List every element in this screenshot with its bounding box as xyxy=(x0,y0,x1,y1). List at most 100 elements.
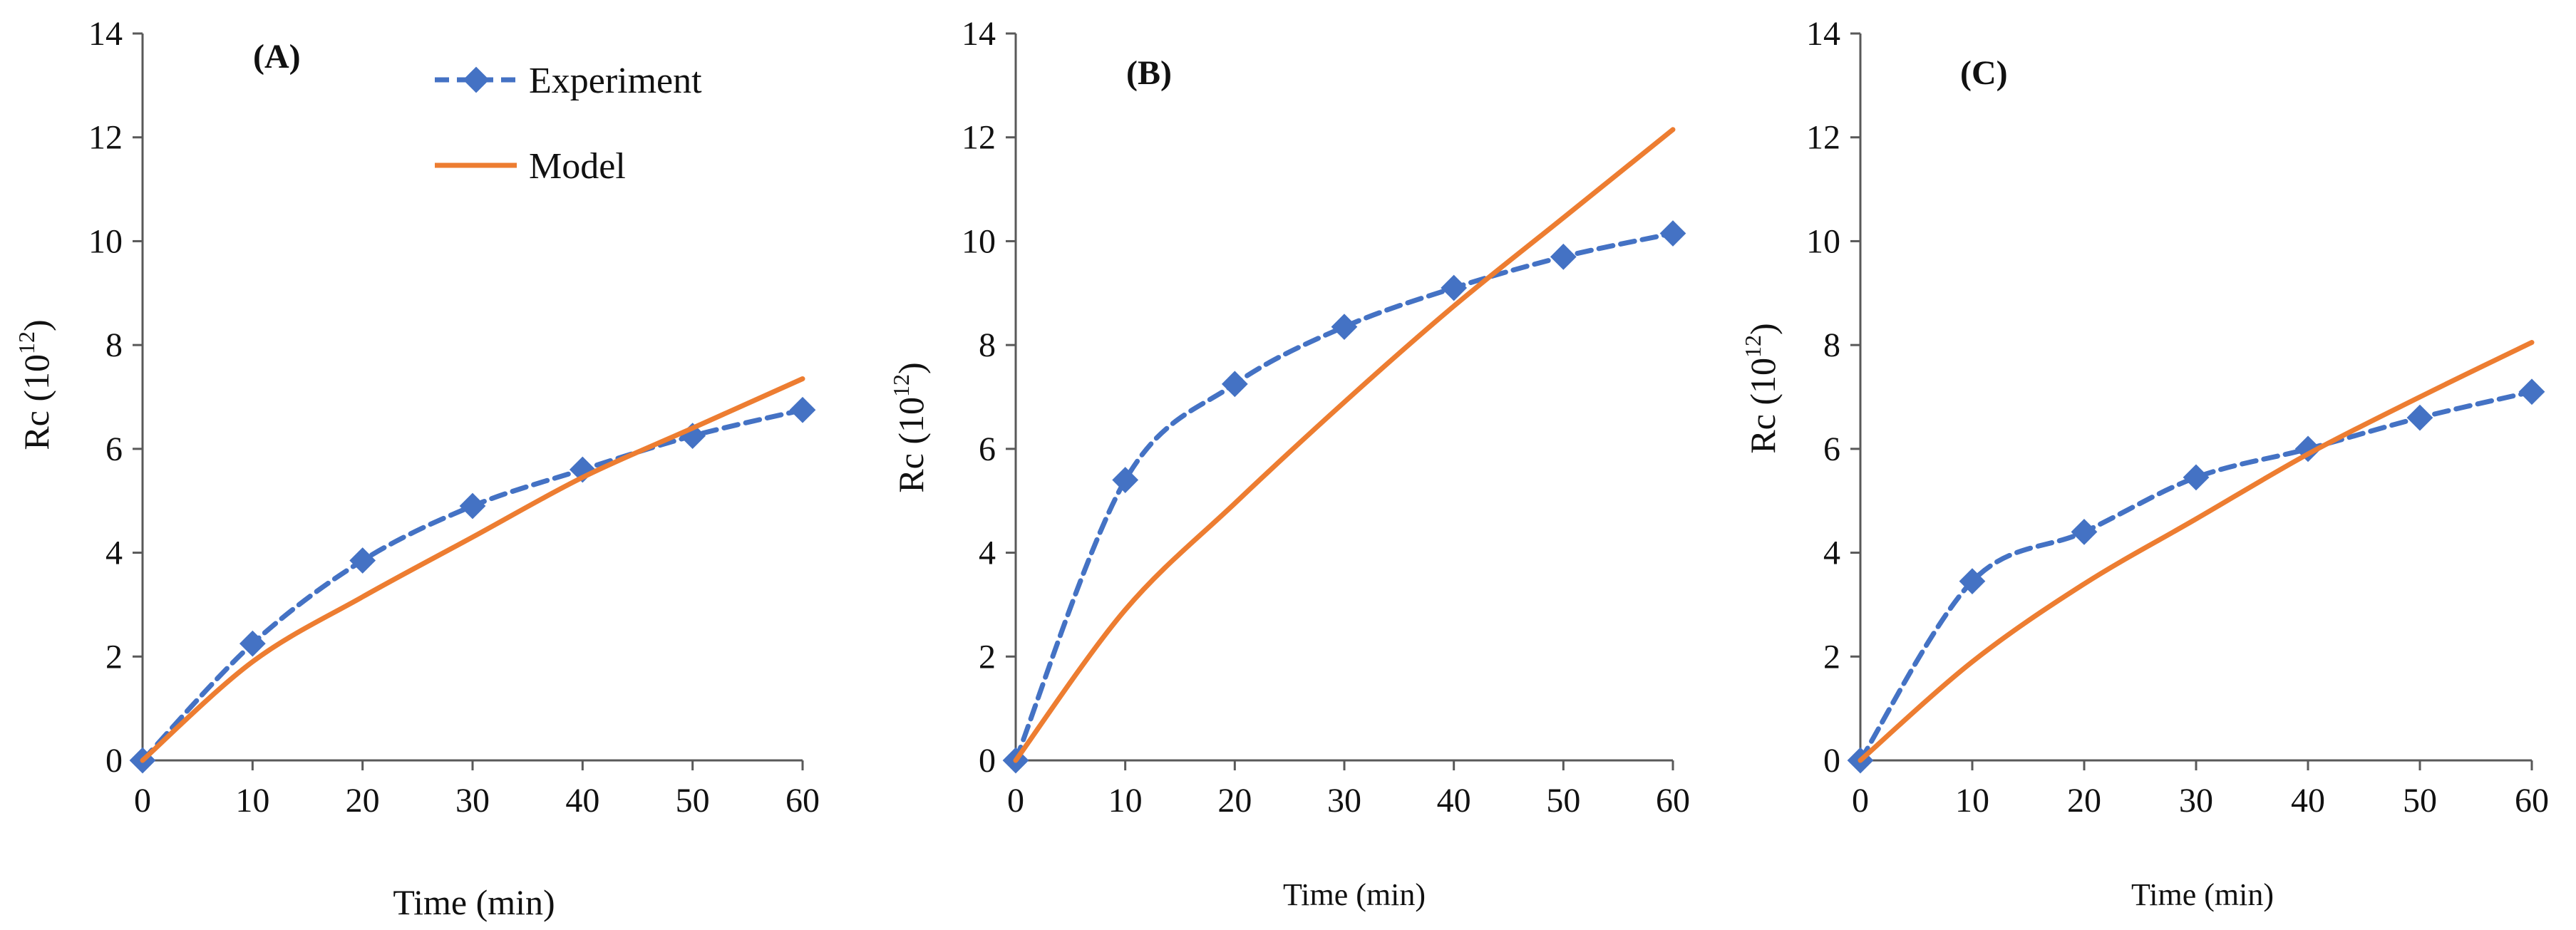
y-tick-labels-b: 0 2 4 6 8 10 12 14 xyxy=(962,15,996,780)
x-axis-title-c: Time (min) xyxy=(2131,877,2274,912)
y-axis-title-main-a: Rc (10 xyxy=(16,354,56,450)
experiment-data-point xyxy=(349,547,376,574)
legend-model-label: Model xyxy=(529,146,626,187)
y-tick-label: 8 xyxy=(1823,326,1840,364)
experiment-data-point xyxy=(2518,378,2545,405)
x-tick-label: 40 xyxy=(1437,782,1471,820)
x-tick-labels-b: 0 10 20 30 40 50 60 xyxy=(1007,782,1690,820)
x-tick-label: 10 xyxy=(1108,782,1143,820)
y-tick-label: 6 xyxy=(1823,430,1840,468)
y-tick-label: 0 xyxy=(1823,742,1840,780)
y-tick-label: 14 xyxy=(962,15,996,53)
y-tick-label: 6 xyxy=(979,430,996,468)
y-tick-label: 12 xyxy=(962,119,996,157)
experiment-series-line xyxy=(1858,389,2535,763)
y-tick-label: 10 xyxy=(962,222,996,260)
experiment-data-point xyxy=(459,492,486,520)
y-tick-label: 2 xyxy=(105,638,123,676)
y-tick-label: 0 xyxy=(105,742,123,780)
x-tick-label: 20 xyxy=(346,782,380,820)
x-tick-labels-a: 0 10 20 30 40 50 60 xyxy=(134,782,820,820)
y-axis-title-main-c: Rc (10 xyxy=(1743,358,1783,454)
x-tick-label: 0 xyxy=(1007,782,1024,820)
legend-experiment-marker xyxy=(463,66,490,93)
experiment-data-point xyxy=(2071,519,2098,545)
chart-a-svg: 0 2 4 6 8 10 12 14 0 10 20 30 40 50 60 (A) Time (min)… xyxy=(14,15,820,922)
axes-a xyxy=(133,32,804,770)
y-tick-label: 14 xyxy=(1806,15,1840,53)
y-tick-label: 10 xyxy=(1806,222,1840,260)
y-tick-label: 2 xyxy=(979,638,996,676)
x-axis-title-a: Time (min) xyxy=(393,882,555,922)
x-tick-label: 40 xyxy=(565,782,599,820)
experiment-data-point xyxy=(1112,467,1139,493)
y-tick-label: 10 xyxy=(88,222,123,260)
series-c xyxy=(1847,340,2545,774)
y-tick-label: 4 xyxy=(105,534,123,572)
y-axis-title-sup-b: 12 xyxy=(888,374,914,397)
chart-panel-c: 0 2 4 6 8 10 12 14 0 10 20 30 40 50 60 (C) Time (min)… xyxy=(1718,0,2576,930)
x-tick-label: 0 xyxy=(1852,782,1869,820)
panel-label-c: (C) xyxy=(1960,54,2008,92)
y-tick-label: 4 xyxy=(979,534,996,572)
experiment-data-point xyxy=(789,396,816,423)
y-axis-title-b: Rc (1012) xyxy=(888,362,931,492)
y-tick-label: 8 xyxy=(979,326,996,364)
experiment-data-point xyxy=(1659,220,1686,247)
y-axis-title-a: Rc (1012) xyxy=(14,319,56,450)
x-axis-title-b: Time (min) xyxy=(1283,877,1426,912)
x-tick-label: 30 xyxy=(1327,782,1361,820)
x-tick-label: 60 xyxy=(1656,782,1690,820)
panel-label-b: (B) xyxy=(1126,54,1172,92)
y-tick-labels-c: 0 2 4 6 8 10 12 14 xyxy=(1806,15,1840,780)
chart-panel-a: 0 2 4 6 8 10 12 14 0 10 20 30 40 50 60 (A) Time (min)… xyxy=(0,0,858,930)
y-axis-title-sup-a: 12 xyxy=(14,331,39,354)
x-tick-label: 10 xyxy=(235,782,269,820)
model-series-line xyxy=(1858,340,2535,763)
y-axis-title-close-b: ) xyxy=(891,362,931,374)
y-tick-label: 0 xyxy=(979,742,996,780)
experiment-series-line xyxy=(140,407,805,763)
y-tick-label: 14 xyxy=(88,15,123,53)
x-tick-label: 20 xyxy=(1217,782,1252,820)
x-tick-label: 10 xyxy=(1955,782,1989,820)
axes-b xyxy=(1006,32,1674,770)
axes-c xyxy=(1850,32,2533,770)
experiment-series-line xyxy=(1013,231,1676,763)
y-axis-title-sup-c: 12 xyxy=(1740,335,1766,358)
legend-experiment-label: Experiment xyxy=(529,61,702,101)
y-axis-title-close-a: ) xyxy=(16,319,56,331)
model-series-line xyxy=(140,376,805,763)
y-axis-title-c: Rc (1012) xyxy=(1740,323,1783,453)
experiment-data-point xyxy=(1331,314,1358,341)
experiment-data-point xyxy=(1550,243,1577,270)
x-tick-label: 0 xyxy=(134,782,151,820)
y-tick-label: 2 xyxy=(1823,638,1840,676)
series-a xyxy=(129,376,816,774)
panel-label-a: (A) xyxy=(253,38,301,76)
y-axis-title-close-c: ) xyxy=(1743,323,1783,335)
x-tick-label: 40 xyxy=(2291,782,2325,820)
series-b xyxy=(1002,127,1686,774)
y-tick-label: 6 xyxy=(105,430,123,468)
experiment-data-point xyxy=(2183,464,2210,491)
x-tick-label: 60 xyxy=(785,782,820,820)
x-tick-label: 30 xyxy=(2179,782,2213,820)
experiment-data-point xyxy=(1221,371,1248,398)
chart-panel-b: 0 2 4 6 8 10 12 14 0 10 20 30 40 50 60 (B) Time (min)… xyxy=(859,0,1717,930)
y-tick-label: 4 xyxy=(1823,534,1840,572)
x-tick-label: 20 xyxy=(2067,782,2101,820)
y-axis-title-main-b: Rc (10 xyxy=(891,397,931,493)
experiment-data-point xyxy=(2406,404,2433,431)
y-tick-label: 12 xyxy=(88,119,123,157)
chart-b-svg: 0 2 4 6 8 10 12 14 0 10 20 30 40 50 60 (B) Time (min)… xyxy=(888,15,1690,912)
x-tick-label: 60 xyxy=(2515,782,2549,820)
y-tick-label: 8 xyxy=(105,326,123,364)
model-series-line xyxy=(1013,127,1676,763)
legend: Experiment Model xyxy=(435,61,702,187)
x-tick-labels-c: 0 10 20 30 40 50 60 xyxy=(1852,782,2549,820)
chart-c-svg: 0 2 4 6 8 10 12 14 0 10 20 30 40 50 60 (C) Time (min)… xyxy=(1740,15,2549,912)
x-tick-label: 50 xyxy=(2403,782,2437,820)
x-tick-label: 50 xyxy=(1546,782,1580,820)
y-tick-labels-a: 0 2 4 6 8 10 12 14 xyxy=(88,15,123,780)
